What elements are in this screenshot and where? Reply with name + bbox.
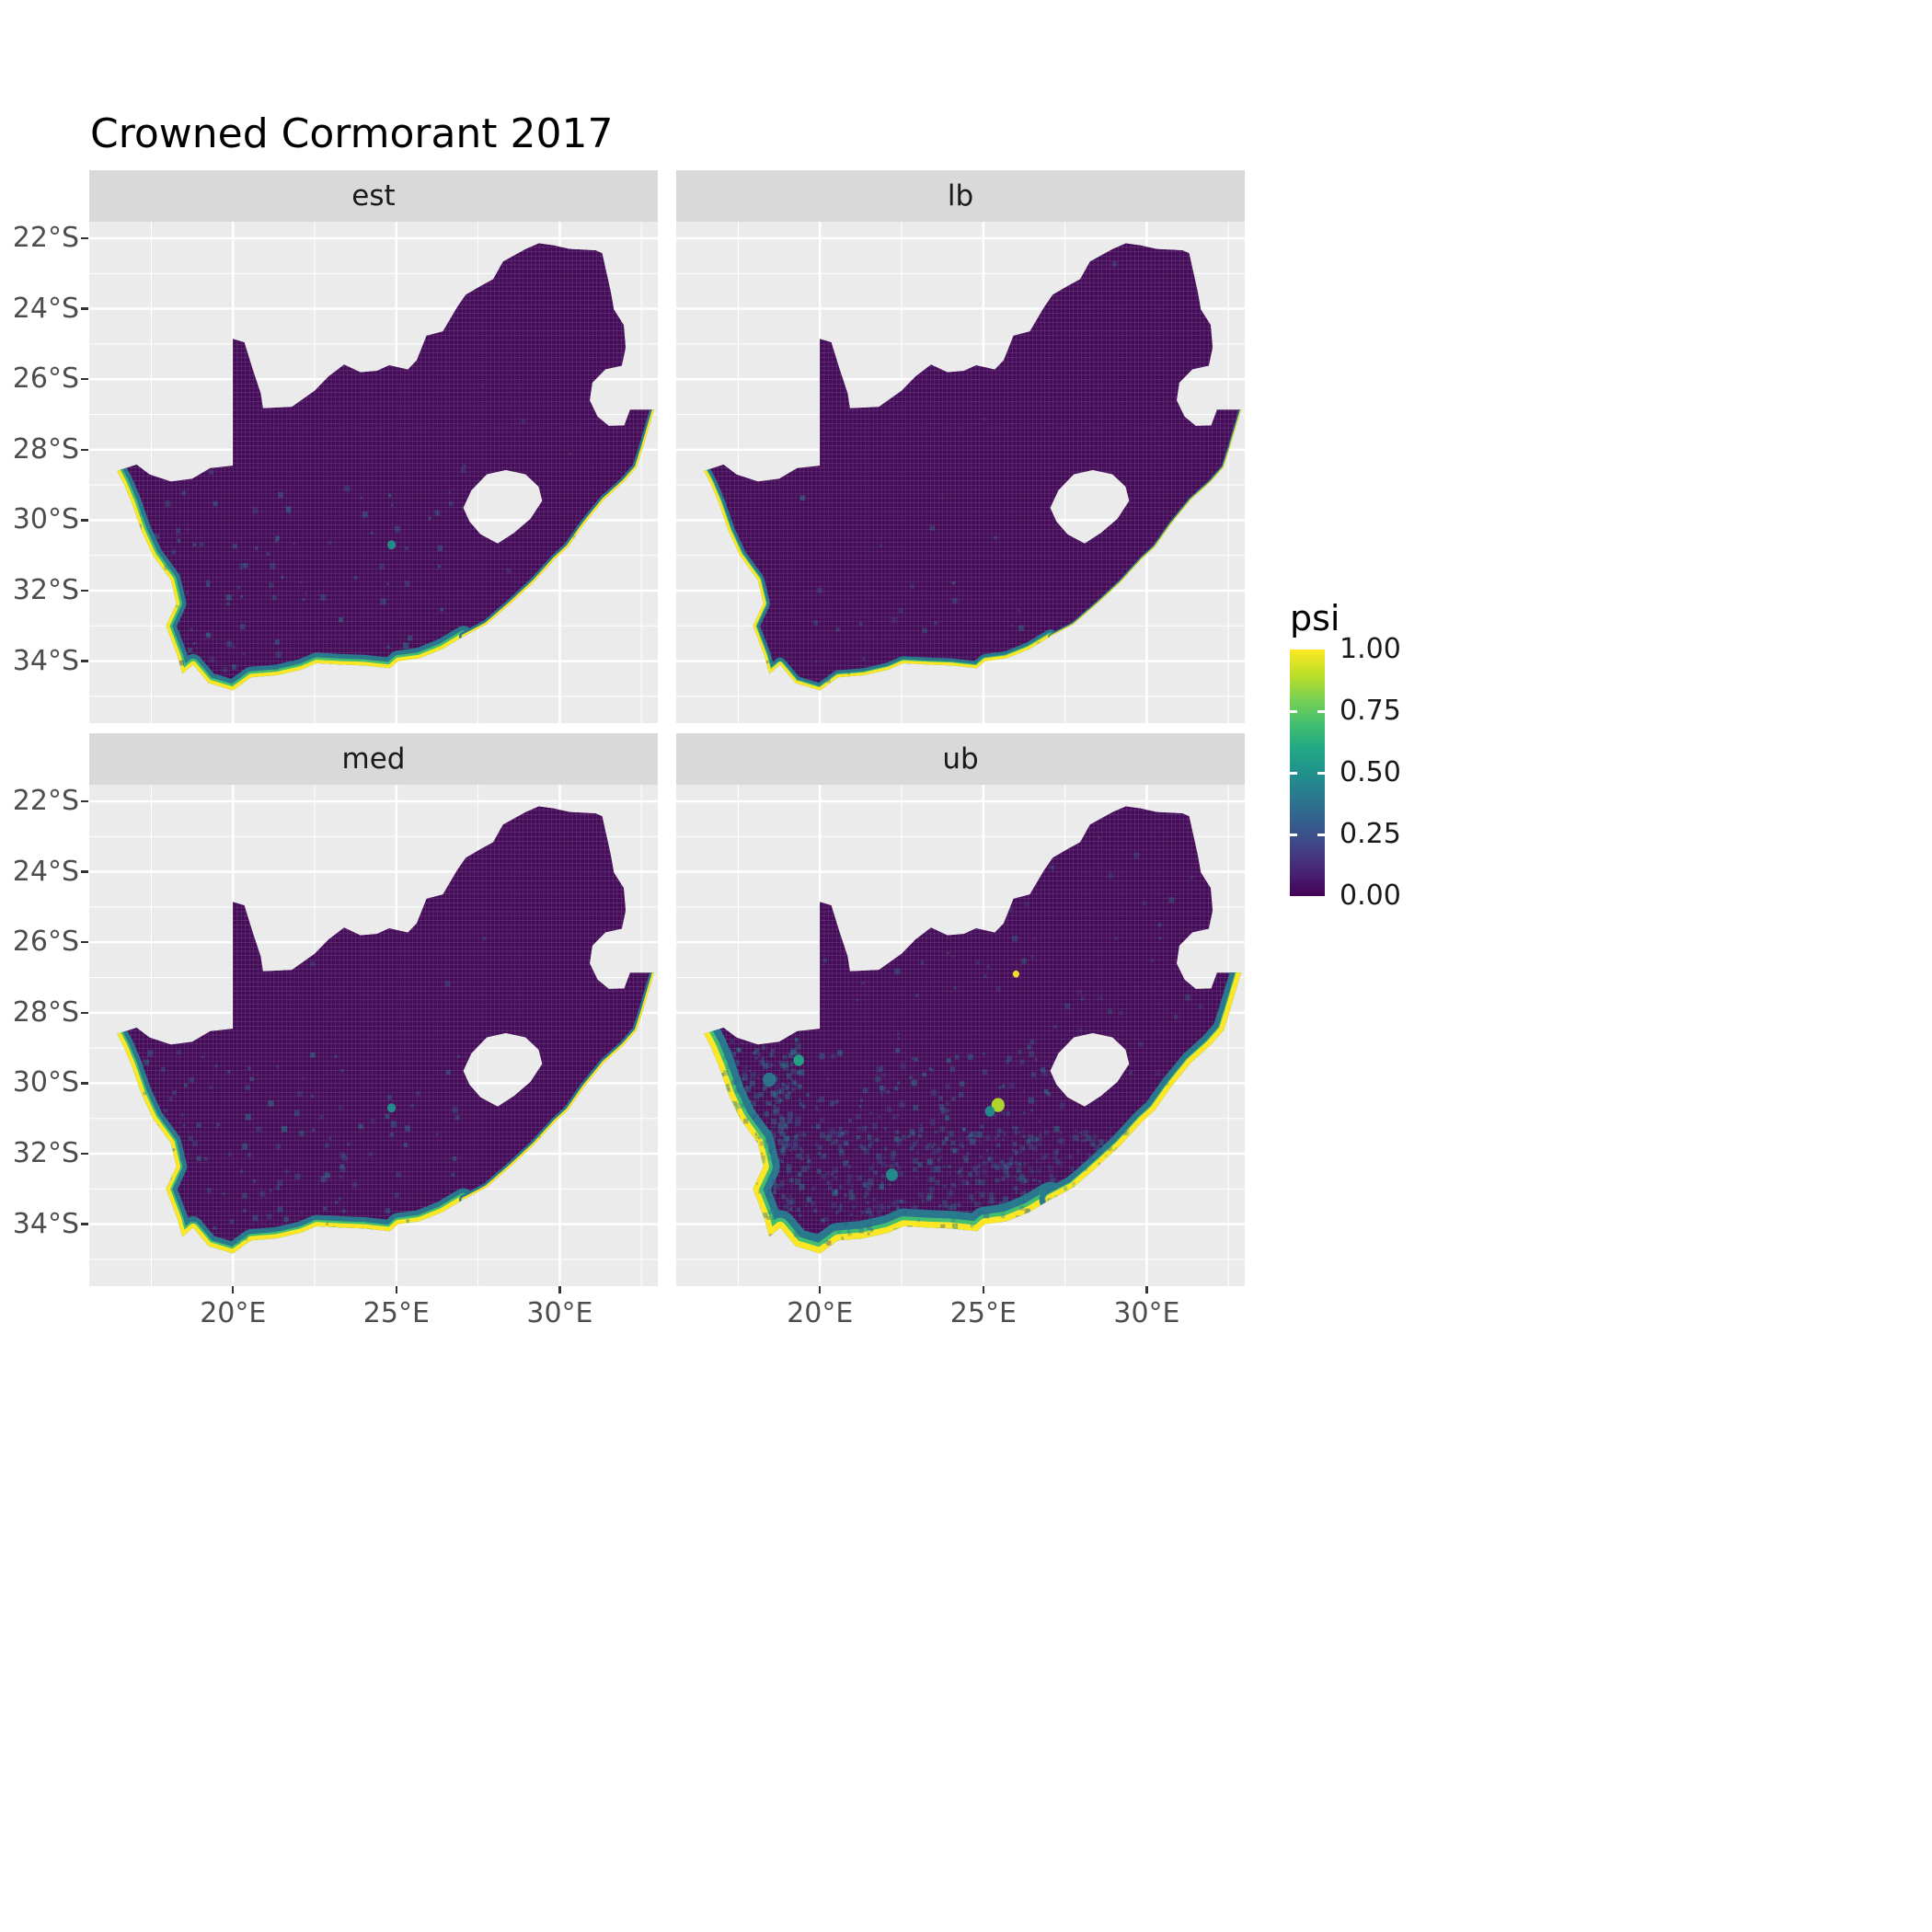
y-axis-tick <box>81 660 88 662</box>
facet-panel-est: est <box>89 170 658 723</box>
x-axis-label: 20°E <box>200 1297 267 1329</box>
x-axis-tick <box>982 1286 985 1294</box>
y-axis-label: 34°S <box>12 644 79 677</box>
facet-strip-est: est <box>89 170 658 222</box>
facet-strip-lb: lb <box>676 170 1245 222</box>
plot-title: Crowned Cormorant 2017 <box>90 110 614 157</box>
y-axis-label: 34°S <box>12 1207 79 1240</box>
facet-strip-label: est <box>351 179 396 213</box>
y-axis-tick <box>81 940 88 944</box>
x-axis-tick <box>558 1286 561 1294</box>
y-axis-label: 32°S <box>12 1136 79 1169</box>
facet-map-lb <box>676 222 1245 723</box>
y-axis-tick <box>81 519 88 522</box>
legend-colorbar-tick <box>1317 771 1325 775</box>
y-axis-tick <box>81 1082 88 1085</box>
y-axis-tick <box>81 448 88 451</box>
facet-map-ub <box>676 785 1245 1286</box>
x-axis-label: 20°E <box>787 1297 854 1329</box>
legend-label: 1.00 <box>1340 633 1401 665</box>
y-axis-label: 24°S <box>12 292 79 325</box>
legend-label: 0.00 <box>1340 880 1401 912</box>
facet-panel-lb: lb <box>676 170 1245 723</box>
y-axis-tick <box>81 589 88 592</box>
y-axis-tick <box>81 799 88 803</box>
facet-strip-ub: ub <box>676 733 1245 785</box>
legend-label: 0.75 <box>1340 695 1401 727</box>
legend-colorbar-tick <box>1317 709 1325 713</box>
x-axis-label: 25°E <box>362 1297 430 1329</box>
y-axis-label: 22°S <box>12 785 79 817</box>
facet-strip-label: med <box>341 742 406 776</box>
y-axis-label: 32°S <box>12 573 79 606</box>
y-axis-tick <box>81 1223 88 1225</box>
facet-strip-label: lb <box>947 179 974 213</box>
legend-colorbar-tick <box>1290 833 1297 836</box>
x-axis-tick <box>232 1286 235 1294</box>
facet-panel-ub: ub <box>676 733 1245 1286</box>
y-axis-tick <box>81 236 88 240</box>
y-axis-tick <box>81 870 88 873</box>
y-axis-label: 30°S <box>12 503 79 536</box>
x-axis-tick <box>395 1286 398 1294</box>
x-axis-tick <box>1145 1286 1148 1294</box>
x-axis-label: 25°E <box>949 1297 1017 1329</box>
x-axis-label: 30°E <box>1113 1297 1180 1329</box>
y-axis-label: 24°S <box>12 855 79 888</box>
facet-panel-med: med <box>89 733 658 1286</box>
y-axis-tick <box>81 377 88 381</box>
legend-colorbar-tick <box>1290 709 1297 713</box>
y-axis-label: 28°S <box>12 995 79 1029</box>
legend-colorbar-tick <box>1290 771 1297 775</box>
legend-title: psi <box>1290 598 1340 638</box>
y-axis-tick <box>81 1152 88 1156</box>
x-axis-label: 30°E <box>526 1297 593 1329</box>
facet-map-est <box>89 222 658 723</box>
facet-strip-label: ub <box>942 742 979 776</box>
y-axis-label: 28°S <box>12 432 79 466</box>
y-axis-label: 22°S <box>12 222 79 254</box>
y-axis-tick <box>81 1011 88 1014</box>
x-axis-tick <box>819 1286 822 1294</box>
y-axis-tick <box>81 307 88 310</box>
y-axis-label: 26°S <box>12 926 79 959</box>
y-axis-label: 30°S <box>12 1066 79 1099</box>
facet-map-med <box>89 785 658 1286</box>
legend-colorbar-tick <box>1317 833 1325 836</box>
facet-strip-med: med <box>89 733 658 785</box>
legend-label: 0.50 <box>1340 756 1401 788</box>
legend-label: 0.25 <box>1340 818 1401 850</box>
y-axis-label: 26°S <box>12 362 79 396</box>
